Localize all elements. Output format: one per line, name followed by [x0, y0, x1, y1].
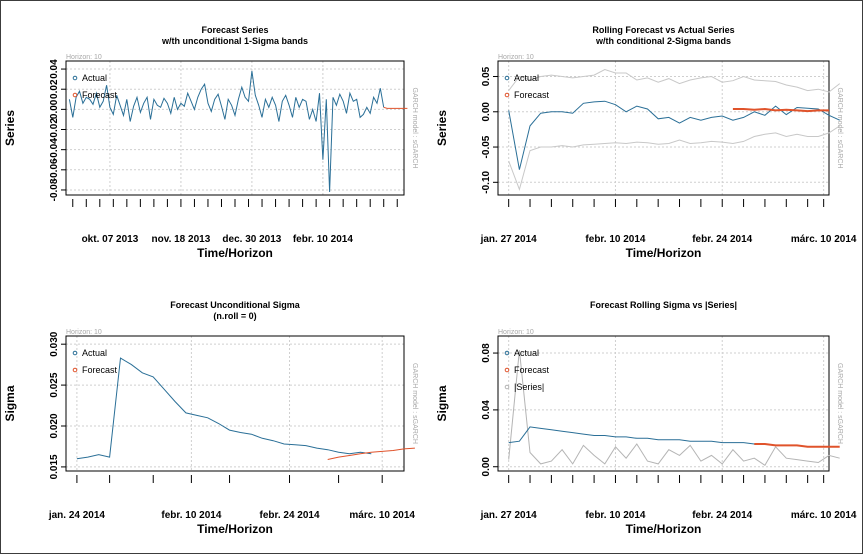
plot-frame — [65, 60, 405, 196]
y-tick-label: 0.00 — [481, 457, 492, 477]
y-tick-label: 0.04 — [49, 59, 60, 79]
series-line-forecast — [732, 107, 829, 113]
x-axis-label: Time/Horizon — [626, 522, 702, 536]
x-tick-label: febr. 24 2014 — [692, 234, 752, 245]
y-axis-label: Series — [435, 110, 449, 146]
model-side-label: GARCH model : sGARCH — [836, 88, 843, 169]
y-tick-label: 0.025 — [49, 372, 60, 397]
legend-entry: |Series| — [514, 382, 544, 392]
panel-1: 0.040.020.00-0.02-0.04-0.06-0.08 okt. 07 … — [3, 25, 418, 260]
horizon-label: Horizon: 10 — [66, 329, 102, 336]
horizon-label: Horizon: 10 — [498, 54, 534, 61]
x-tick-label: nov. 18 2013 — [152, 234, 211, 245]
x-tick-label: okt. 07 2013 — [82, 234, 139, 245]
legend-entry: Forecast — [514, 365, 550, 375]
legend-marker — [72, 75, 78, 81]
y-axis-label: Sigma — [3, 385, 17, 421]
legend-marker — [504, 350, 510, 356]
series-line-actual — [508, 100, 840, 170]
x-axis-label: Time/Horizon — [626, 246, 702, 260]
x-tick-label: dec. 30 2013 — [222, 234, 281, 245]
series-line-lower-band — [508, 125, 840, 192]
x-axis-label: Time/Horizon — [197, 522, 273, 536]
chart-subtitle: w/th conditional 2-Sigma bands — [595, 36, 731, 46]
y-tick-label: 0.00 — [481, 102, 492, 122]
y-tick-label: -0.10 — [481, 170, 492, 193]
legend-entry: Actual — [82, 73, 107, 83]
legend-entry: Forecast — [82, 90, 118, 100]
y-axis-label: Series — [3, 110, 17, 146]
legend-marker — [504, 367, 510, 373]
x-tick-label: jan. 27 2014 — [480, 234, 538, 245]
y-axis-label: Sigma — [435, 385, 449, 421]
model-side-label: GARCH model : sGARCH — [411, 88, 418, 169]
y-tick-label: 0.05 — [481, 66, 492, 86]
chart-subtitle: (n.roll = 0) — [213, 311, 256, 321]
chart-subtitle: w/th unconditional 1-Sigma bands — [161, 36, 308, 46]
panel-3: 0.030 0.025 0.020 0.015 jan. 24 2014 febr. 10… — [3, 300, 418, 536]
series-line-forecast — [754, 443, 840, 448]
y-tick-label: -0.04 — [49, 138, 60, 161]
y-tick-label: -0.05 — [481, 135, 492, 158]
series-line-actual — [508, 426, 765, 445]
x-tick-label: febr. 10 2014 — [585, 510, 645, 521]
horizon-label: Horizon: 10 — [498, 329, 534, 336]
legend-marker — [72, 350, 78, 356]
legend-marker — [504, 384, 510, 390]
chart-title: Forecast Series — [201, 25, 268, 35]
legend-entry: Forecast — [514, 90, 550, 100]
plot-frame — [497, 60, 830, 196]
legend-entry: Actual — [82, 348, 107, 358]
x-tick-label: jan. 27 2014 — [480, 510, 538, 521]
legend-entry: Forecast — [82, 365, 118, 375]
chart-title: Forecast Unconditional Sigma — [170, 300, 301, 310]
legend-marker — [504, 92, 510, 98]
chart-title: Rolling Forecast vs Actual Series — [592, 25, 734, 35]
legend-entry: Actual — [514, 73, 539, 83]
y-tick-label: -0.08 — [49, 178, 60, 201]
y-tick-label: 0.015 — [49, 454, 60, 479]
plot-frame — [65, 335, 405, 472]
y-tick-label: 0.00 — [49, 99, 60, 119]
y-tick-label: 0.030 — [49, 331, 60, 356]
series-line-upper-band — [508, 68, 841, 93]
x-tick-label: febr. 10 2014 — [293, 234, 353, 245]
x-tick-label: febr. 10 2014 — [585, 234, 645, 245]
y-tick-label: 0.02 — [49, 79, 60, 99]
x-tick-label: márc. 10 2014 — [791, 234, 857, 245]
series-line-actual — [76, 357, 372, 460]
y-tick-label: 0.020 — [49, 413, 60, 438]
panel-2: 0.05 0.00 -0.05 -0.10 jan. 27 2014 febr. 10 2… — [435, 25, 857, 260]
series-line-forecast — [383, 106, 408, 109]
x-tick-label: jan. 24 2014 — [48, 510, 106, 521]
plot-frame — [497, 335, 830, 472]
chart-title: Forecast Rolling Sigma vs |Series| — [590, 300, 737, 310]
x-tick-label: febr. 10 2014 — [161, 510, 221, 521]
horizon-label: Horizon: 10 — [66, 54, 102, 61]
x-tick-label: márc. 10 2014 — [791, 510, 857, 521]
legend-marker — [72, 367, 78, 373]
series-line-series — [508, 350, 840, 467]
legend-marker — [504, 75, 510, 81]
x-tick-label: febr. 24 2014 — [692, 510, 752, 521]
model-side-label: GARCH model : sGARCH — [836, 363, 843, 444]
legend-marker — [72, 92, 78, 98]
series-line-actual — [68, 71, 385, 193]
x-axis-label: Time/Horizon — [197, 246, 273, 260]
y-tick-label: -0.02 — [49, 118, 60, 141]
legend-entry: Actual — [514, 348, 539, 358]
panel-4: 0.08 0.04 0.00 jan. 27 2014 febr. 10 2014 feb… — [435, 300, 857, 536]
model-side-label: GARCH model : sGARCH — [411, 363, 418, 444]
x-tick-label: febr. 24 2014 — [259, 510, 319, 521]
y-tick-label: 0.08 — [481, 343, 492, 363]
y-tick-label: -0.06 — [49, 158, 60, 181]
y-tick-label: 0.04 — [481, 400, 492, 420]
x-tick-label: márc. 10 2014 — [349, 510, 415, 521]
series-line-forecast — [327, 447, 415, 460]
